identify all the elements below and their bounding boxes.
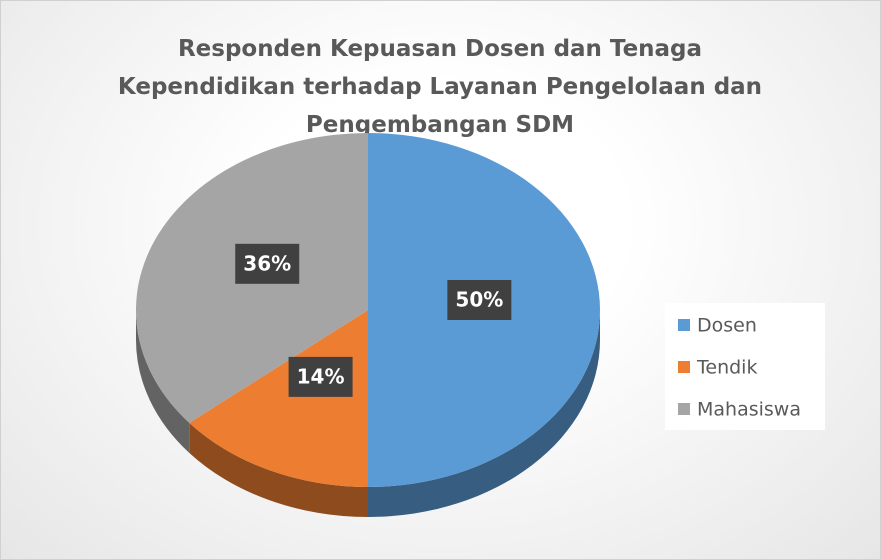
pie-slice-side <box>189 422 368 517</box>
pie-slice-side <box>368 310 600 517</box>
data-label-box <box>288 356 353 397</box>
data-label: 14% <box>297 364 345 388</box>
pie-slice <box>189 310 368 487</box>
legend-box <box>665 303 825 430</box>
pie-slice-side <box>136 310 190 453</box>
legend-label: Dosen <box>697 315 757 337</box>
legend-swatch <box>678 319 690 331</box>
data-label: 50% <box>455 288 503 312</box>
legend-label: Tendik <box>696 357 757 379</box>
data-label: 36% <box>243 251 291 275</box>
legend-swatch <box>678 403 690 415</box>
legend-swatch <box>678 361 690 373</box>
legend-label: Mahasiswa <box>697 399 801 421</box>
data-label-box <box>447 280 512 320</box>
data-label-box <box>235 243 300 284</box>
